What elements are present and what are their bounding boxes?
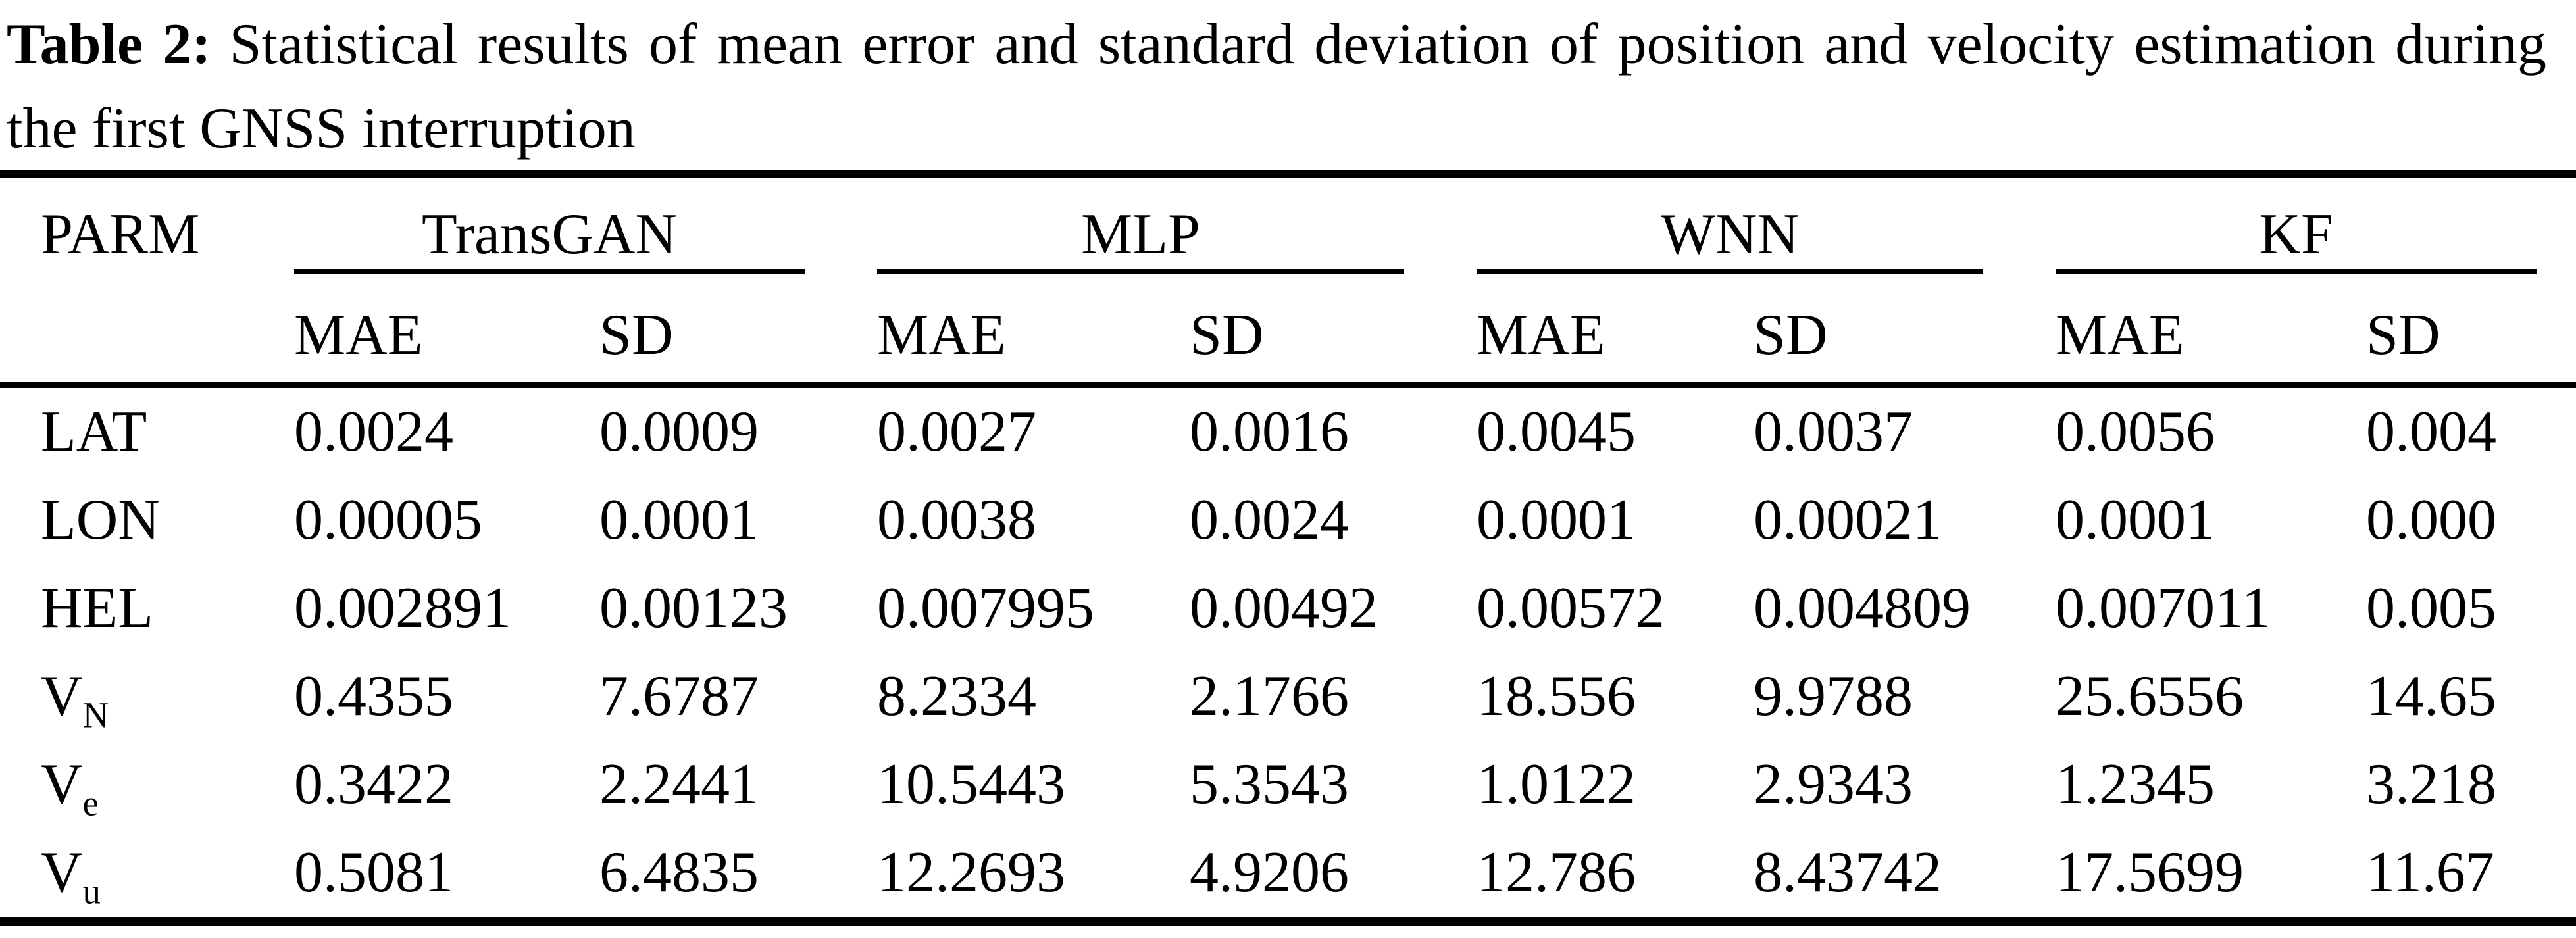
group-header-kf: KF bbox=[2056, 174, 2576, 274]
value-cell: 5.3543 bbox=[1190, 753, 1350, 817]
param-cell: LAT bbox=[0, 385, 294, 476]
table-body: LAT 0.0024 0.0009 0.0027 0.0016 0.0045 0… bbox=[0, 385, 2576, 922]
value-cell: 0.0001 bbox=[2056, 488, 2215, 553]
caption-text: Statistical results of mean error and st… bbox=[7, 12, 2546, 160]
value-cell: 3.218 bbox=[2366, 753, 2497, 817]
value-cell: 0.000 bbox=[2366, 488, 2497, 553]
value-cell: 0.0024 bbox=[294, 400, 453, 464]
subheader-wnn-mae: MAE bbox=[1477, 274, 1754, 389]
value-cell: 0.002891 bbox=[294, 576, 511, 641]
subheader-transgan-mae: MAE bbox=[294, 274, 599, 389]
value-cell: 2.1766 bbox=[1190, 664, 1350, 729]
value-cell: 0.0016 bbox=[1190, 400, 1350, 464]
value-cell: 0.005 bbox=[2366, 576, 2497, 641]
value-cell: 0.0027 bbox=[877, 400, 1037, 464]
param-cell: LON bbox=[0, 476, 294, 564]
group-header-transgan-label: TransGAN bbox=[294, 206, 805, 274]
group-header-wnn-label: WNN bbox=[1477, 206, 1984, 274]
value-cell: 0.00021 bbox=[1754, 488, 1942, 553]
value-cell: 12.786 bbox=[1477, 841, 1636, 905]
value-cell: 0.0001 bbox=[599, 488, 759, 553]
value-cell: 0.004809 bbox=[1754, 576, 1971, 641]
group-header-transgan: TransGAN bbox=[294, 174, 877, 274]
param-cell: HEL bbox=[0, 564, 294, 653]
value-cell: 25.6556 bbox=[2056, 664, 2244, 729]
value-cell: 0.0045 bbox=[1477, 400, 1636, 464]
value-cell: 0.004 bbox=[2366, 400, 2497, 464]
param-cell: VN bbox=[0, 653, 294, 741]
group-header-mlp: MLP bbox=[877, 174, 1477, 274]
param-column-header: PARM bbox=[0, 174, 294, 389]
value-cell: 4.9206 bbox=[1190, 841, 1350, 905]
table-row-vu: Vu 0.5081 6.4835 12.2693 4.9206 12.786 8… bbox=[0, 829, 2576, 922]
value-cell: 0.007995 bbox=[877, 576, 1095, 641]
param-cell: Ve bbox=[0, 741, 294, 829]
value-cell: 2.2441 bbox=[599, 753, 759, 817]
param-label: HEL bbox=[41, 576, 154, 641]
value-cell: 0.3422 bbox=[294, 753, 453, 817]
subheader-kf-mae: MAE bbox=[2056, 274, 2367, 389]
value-cell: 9.9788 bbox=[1754, 664, 1913, 729]
value-cell: 8.43742 bbox=[1754, 841, 1942, 905]
value-cell: 7.6787 bbox=[599, 664, 759, 729]
param-subscript: N bbox=[82, 695, 109, 735]
value-cell: 12.2693 bbox=[877, 841, 1066, 905]
subheader-mlp-sd: SD bbox=[1190, 274, 1477, 389]
subheader-wnn-sd: SD bbox=[1754, 274, 2056, 389]
value-cell: 0.00572 bbox=[1477, 576, 1665, 641]
param-subscript: e bbox=[82, 783, 99, 824]
table-row-lat: LAT 0.0024 0.0009 0.0027 0.0016 0.0045 0… bbox=[0, 385, 2576, 476]
value-cell: 0.0024 bbox=[1190, 488, 1350, 553]
table-row-vn: VN 0.4355 7.6787 8.2334 2.1766 18.556 9.… bbox=[0, 653, 2576, 741]
group-header-mlp-label: MLP bbox=[877, 206, 1405, 274]
value-cell: 8.2334 bbox=[877, 664, 1037, 729]
subheader-row: MAE SD MAE SD MAE SD MAE SD bbox=[0, 274, 2576, 389]
param-label: V bbox=[41, 664, 83, 729]
param-label: V bbox=[41, 841, 83, 905]
caption-label: Table 2: bbox=[7, 12, 211, 76]
subheader-kf-sd: SD bbox=[2366, 274, 2576, 389]
value-cell: 2.9343 bbox=[1754, 753, 1913, 817]
value-cell: 0.0001 bbox=[1477, 488, 1636, 553]
value-cell: 0.00492 bbox=[1190, 576, 1378, 641]
subheader-mlp-mae: MAE bbox=[877, 274, 1190, 389]
param-label: LAT bbox=[41, 400, 147, 464]
group-header-wnn: WNN bbox=[1477, 174, 2056, 274]
value-cell: 1.0122 bbox=[1477, 753, 1636, 817]
value-cell: 6.4835 bbox=[599, 841, 759, 905]
value-cell: 0.0038 bbox=[877, 488, 1037, 553]
value-cell: 0.00123 bbox=[599, 576, 788, 641]
param-label: V bbox=[41, 753, 83, 817]
value-cell: 0.0037 bbox=[1754, 400, 1913, 464]
value-cell: 14.65 bbox=[2366, 664, 2497, 729]
value-cell: 0.007011 bbox=[2056, 576, 2271, 641]
subheader-transgan-sd: SD bbox=[599, 274, 878, 389]
table-header: PARM TransGAN MLP WNN KF MAE SD MAE SD M… bbox=[0, 174, 2576, 389]
param-label: LON bbox=[41, 488, 160, 553]
table-row-hel: HEL 0.002891 0.00123 0.007995 0.00492 0.… bbox=[0, 564, 2576, 653]
value-cell: 0.00005 bbox=[294, 488, 482, 553]
value-cell: 0.5081 bbox=[294, 841, 453, 905]
value-cell: 0.0009 bbox=[599, 400, 759, 464]
value-cell: 0.4355 bbox=[294, 664, 453, 729]
table-row-lon: LON 0.00005 0.0001 0.0038 0.0024 0.0001 … bbox=[0, 476, 2576, 564]
table-caption: Table 2: Statistical results of mean erro… bbox=[0, 0, 2546, 170]
value-cell: 11.67 bbox=[2366, 841, 2494, 905]
value-cell: 18.556 bbox=[1477, 664, 1636, 729]
value-cell: 10.5443 bbox=[877, 753, 1066, 817]
value-cell: 17.5699 bbox=[2056, 841, 2244, 905]
value-cell: 1.2345 bbox=[2056, 753, 2215, 817]
group-header-kf-label: KF bbox=[2056, 206, 2537, 274]
group-header-row: PARM TransGAN MLP WNN KF bbox=[0, 174, 2576, 389]
table-row-ve: Ve 0.3422 2.2441 10.5443 5.3543 1.0122 2… bbox=[0, 741, 2576, 829]
results-table: PARM TransGAN MLP WNN KF MAE SD MAE SD M… bbox=[0, 170, 2576, 926]
param-cell: Vu bbox=[0, 829, 294, 922]
value-cell: 0.0056 bbox=[2056, 400, 2215, 464]
param-subscript: u bbox=[82, 871, 101, 912]
